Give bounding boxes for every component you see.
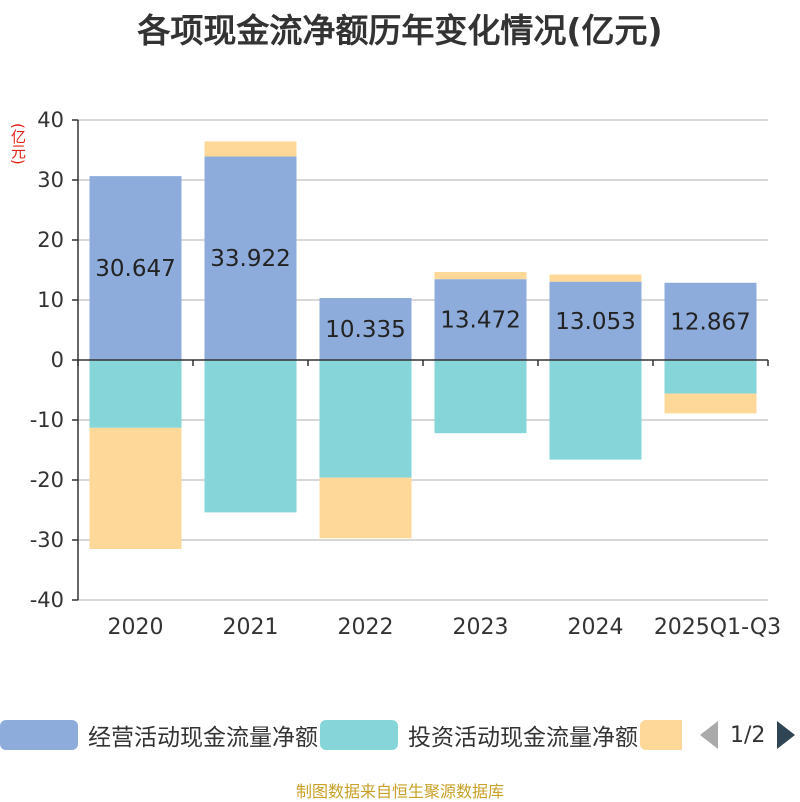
data-label: 30.647 bbox=[95, 256, 175, 282]
bars bbox=[89, 141, 757, 549]
next-page-icon[interactable] bbox=[777, 721, 796, 749]
bar-series2-2021 bbox=[204, 141, 297, 157]
data-label: 13.053 bbox=[555, 309, 635, 335]
bar-series1-2020 bbox=[89, 360, 182, 428]
bar-series0-2023 bbox=[434, 279, 527, 360]
bar-series2-2022 bbox=[319, 477, 412, 539]
y-axis-unit-label: (亿元) bbox=[9, 123, 27, 165]
chart-title: 各项现金流净额历年变化情况(亿元) bbox=[137, 11, 663, 50]
data-label: 12.867 bbox=[670, 309, 750, 335]
legend-swatch-investing bbox=[320, 720, 398, 750]
bar-series1-2024 bbox=[549, 360, 642, 460]
legend-item-operating[interactable]: 经营活动现金流量净额 bbox=[0, 715, 318, 755]
bar-series2-2024 bbox=[549, 274, 642, 282]
axes: 40 30 20 10 0 -10 -20 -30 -40 2020 2021 2022 2023 202… bbox=[30, 108, 781, 640]
bar-series1-2021 bbox=[204, 360, 297, 513]
bar-series0-2022 bbox=[319, 297, 412, 360]
y-tick-label: 20 bbox=[37, 228, 64, 252]
x-category-label: 2023 bbox=[453, 615, 509, 640]
grid-lines bbox=[78, 119, 768, 601]
data-source-note: 制图数据来自恒生聚源数据库 bbox=[295, 782, 504, 801]
x-category-label: 2024 bbox=[568, 615, 624, 640]
y-tick-label: -30 bbox=[30, 528, 64, 552]
y-tick-label: 30 bbox=[37, 168, 64, 192]
data-labels: 30.647 33.922 10.335 13.472 13.053 12.867 bbox=[95, 246, 750, 343]
legend-swatch-financing bbox=[640, 720, 682, 750]
y-tick-label: -20 bbox=[30, 468, 64, 492]
legend-label-investing: 投资活动现金流量净额 bbox=[408, 725, 638, 751]
y-tick-label: -10 bbox=[30, 408, 64, 432]
bar-series1-2025Q1-Q3 bbox=[664, 360, 757, 394]
bar-series1-2022 bbox=[319, 360, 412, 478]
bar-series0-2021 bbox=[204, 156, 297, 360]
bar-chart: 40 30 20 10 0 -10 -20 -30 -40 2020 2021 2022 2023 202… bbox=[30, 108, 781, 640]
y-tick-label: -40 bbox=[30, 588, 64, 612]
x-category-label: 2022 bbox=[338, 615, 394, 640]
y-tick-label: 0 bbox=[51, 348, 64, 372]
legend: 经营活动现金流量净额 投资活动现金流量净额 bbox=[0, 715, 800, 755]
data-label: 10.335 bbox=[325, 317, 405, 343]
data-label: 13.472 bbox=[440, 308, 520, 334]
bar-series1-2023 bbox=[434, 360, 527, 434]
bar-series2-2023 bbox=[434, 271, 527, 280]
legend-page-indicator: 1/2 bbox=[730, 722, 766, 748]
x-category-label: 2025Q1-Q3 bbox=[654, 615, 781, 640]
y-tick-label: 10 bbox=[37, 288, 64, 312]
prev-page-icon[interactable] bbox=[700, 721, 718, 749]
x-category-label: 2020 bbox=[108, 615, 164, 640]
bar-series0-2020 bbox=[89, 176, 182, 360]
legend-swatch-operating bbox=[0, 720, 78, 750]
bar-series0-2025Q1-Q3 bbox=[664, 282, 757, 360]
data-label: 33.922 bbox=[210, 246, 290, 272]
legend-pager: 1/2 bbox=[700, 715, 800, 755]
legend-label-operating: 经营活动现金流量净额 bbox=[88, 725, 318, 751]
y-tick-label: 40 bbox=[37, 108, 64, 132]
bar-series0-2024 bbox=[549, 281, 642, 360]
bar-series2-2025Q1-Q3 bbox=[664, 393, 757, 414]
legend-item-financing[interactable] bbox=[640, 715, 682, 755]
legend-item-investing[interactable]: 投资活动现金流量净额 bbox=[320, 715, 638, 755]
x-category-label: 2021 bbox=[223, 615, 279, 640]
bar-series2-2020 bbox=[89, 427, 182, 549]
